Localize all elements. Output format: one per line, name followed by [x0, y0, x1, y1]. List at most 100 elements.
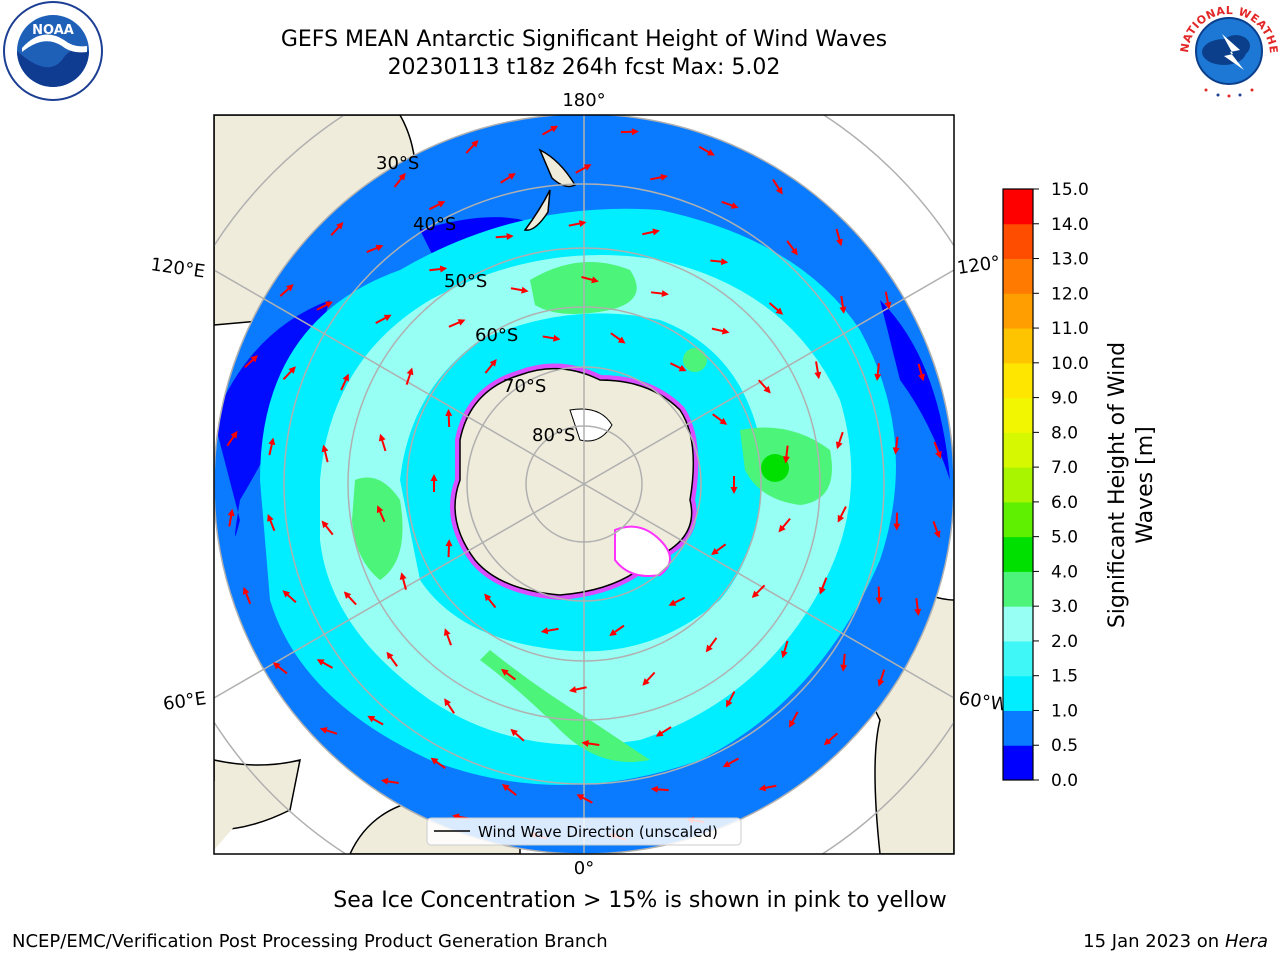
wind-wave-arrowhead: [501, 784, 510, 792]
wind-wave-arrowhead: [935, 450, 942, 459]
wind-wave-arrowhead: [789, 719, 796, 728]
wind-wave-arrowhead: [316, 659, 325, 666]
wind-wave-arrowhead: [835, 441, 843, 450]
lon-label-120e: 120°E: [149, 254, 206, 282]
footer-credit: NCEP/EMC/Verification Post Processing Pr…: [12, 931, 608, 952]
wind-wave-arrowhead: [398, 172, 406, 181]
wind-wave-arrowhead: [884, 301, 892, 310]
legend-label: Wind Wave Direction (unscaled): [478, 823, 718, 841]
wind-wave-arrowhead: [540, 627, 549, 635]
wind-wave-arrowhead: [758, 784, 767, 792]
wind-wave-arrowhead: [652, 228, 660, 236]
wind-wave-arrowhead: [380, 777, 389, 785]
wind-wave-arrowhead: [719, 417, 728, 425]
wind-wave-arrowhead: [336, 221, 344, 230]
lat-label-30s: 30°S: [376, 153, 419, 174]
lon-label-180: 180°: [562, 90, 605, 111]
wind-wave-arrowhead: [678, 364, 687, 372]
wind-wave-arrowhead: [874, 373, 882, 382]
graticule: [214, 115, 954, 854]
footer-date-text: 15 Jan 2023 on: [1083, 931, 1225, 952]
sea-ice-note: Sea Ice Concentration > 15% is shown in …: [333, 888, 947, 913]
wind-wave-arrowhead: [500, 668, 509, 676]
map-frame: [213, 114, 955, 855]
wind-wave-arrowhead: [751, 590, 760, 599]
wind-wave-arrowhead: [837, 514, 845, 523]
map-legend: Wind Wave Direction (unscaled): [426, 817, 742, 846]
footer-date: 15 Jan 2023 on Hera: [1083, 931, 1268, 952]
chart-title: GEFS MEAN Antarctic Significant Height o…: [280, 27, 888, 52]
wind-wave-arrowhead: [819, 586, 826, 595]
wind-wave-arrowhead: [730, 202, 739, 209]
wind-wave-arrowhead: [721, 327, 730, 335]
wind-wave-arrowhead: [711, 548, 719, 556]
wind-wave-arrowhead: [375, 244, 384, 252]
wind-wave-arrowhead: [286, 284, 294, 292]
lon-label-0: 0°: [574, 858, 594, 879]
wind-wave-arrowhead: [267, 513, 274, 522]
wind-wave-arrowhead: [730, 487, 738, 494]
wind-wave-arrowhead: [722, 760, 731, 768]
national-weather-service-logo-icon: NATIONAL WEATHER SERVICE: [1178, 0, 1280, 99]
lon-label-120w: 120°: [956, 252, 1002, 279]
wind-wave-arrowhead: [325, 301, 333, 308]
wind-wave-arrowhead: [445, 408, 453, 417]
wind-wave-arrowhead: [763, 385, 771, 394]
wind-wave-arrowhead: [342, 373, 349, 382]
wind-wave-arrowhead: [705, 644, 713, 653]
wind-wave-arrowhead: [661, 290, 669, 298]
wind-wave-arrowhead: [650, 785, 658, 793]
wind-wave-arrowhead: [445, 539, 453, 547]
meridian-60e-120w: [214, 269, 954, 699]
wind-wave-arrowhead: [775, 307, 784, 315]
wind-wave-arrowhead: [367, 715, 376, 723]
wind-wave-arrowhead: [839, 306, 847, 314]
wind-wave-arrowhead: [521, 286, 529, 294]
wind-wave-arrowhead: [484, 593, 492, 602]
wind-wave-arrowhead: [775, 186, 783, 195]
wind-wave-arrowhead: [892, 447, 900, 455]
wind-wave-arrowhead: [781, 650, 788, 659]
footer-host: Hera: [1224, 931, 1268, 952]
lon-label-60w: 60°W: [957, 688, 1009, 716]
wind-wave-arrowhead: [443, 628, 451, 637]
wind-wave-arrowhead: [720, 258, 729, 266]
wind-wave-arrowhead: [914, 608, 922, 617]
lat-label-50s: 50°S: [444, 271, 487, 292]
wind-wave-arrowhead: [918, 373, 925, 382]
wind-wave-arrowhead: [893, 523, 901, 531]
wind-wave-arrowhead: [406, 367, 414, 376]
wind-wave-arrowhead: [550, 125, 559, 133]
wind-wave-arrowhead: [840, 664, 848, 672]
lat-label-40s: 40°S: [413, 214, 456, 235]
wind-wave-arrowhead: [668, 599, 677, 606]
wind-wave-arrowhead: [321, 520, 329, 529]
wind-wave-arrowhead: [790, 247, 798, 256]
weddell-sea-ice: [614, 525, 671, 577]
wind-wave-arrowhead: [578, 220, 587, 227]
wind-wave-arrowhead: [583, 164, 592, 171]
new-zealand: [523, 148, 577, 231]
lat-label-70s: 70°S: [503, 376, 546, 397]
wind-wave-arrowhead: [489, 358, 497, 367]
wind-wave-arrowhead: [591, 276, 599, 284]
wind-wave-arrowhead: [642, 678, 650, 686]
wind-wave-arrowhead: [877, 679, 885, 687]
ross-ice-shelf: [569, 408, 613, 442]
wind-wave-arrowhead: [506, 233, 514, 240]
wind-wave-arrowhead: [383, 314, 392, 322]
wind-wave-arrowhead: [726, 699, 733, 708]
wind-wave-arrowhead: [399, 572, 407, 580]
lon-label-60e: 60°E: [162, 688, 208, 715]
wind-wave-arrowhead: [230, 430, 238, 439]
wind-wave-arrowhead: [609, 629, 617, 637]
wind-wave-arrowhead: [437, 201, 446, 208]
wind-wave-arrowhead: [250, 355, 258, 363]
wind-wave-arrowhead: [227, 508, 235, 517]
wind-wave-arrowhead: [510, 728, 518, 737]
wind-wave-arrowhead: [814, 371, 822, 380]
wind-wave-arrowhead: [430, 757, 439, 765]
wind-wave-arrowhead: [778, 524, 786, 533]
wind-wave-arrowhead: [836, 238, 843, 247]
wind-wave-arrowhead: [581, 740, 589, 747]
